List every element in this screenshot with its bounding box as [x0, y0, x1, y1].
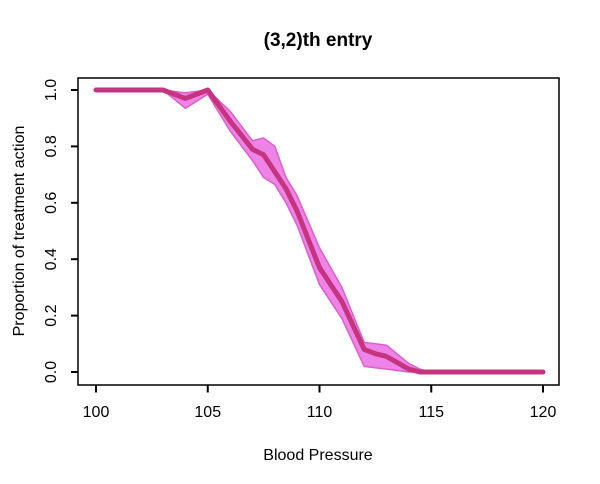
plot-box	[77, 77, 560, 386]
y-tick-label: 0.6	[43, 192, 60, 214]
y-axis: 0.0 0.2 0.4 0.6 0.8 1.0	[43, 79, 78, 383]
y-tick-label: 1.0	[43, 79, 60, 101]
x-axis-label: Blood Pressure	[263, 447, 372, 464]
x-tick-label: 115	[418, 404, 444, 421]
y-tick-label: 0.2	[43, 304, 60, 326]
y-tick-label: 0.4	[43, 248, 60, 270]
x-tick-label: 110	[307, 404, 333, 421]
chart-title: (3,2)th entry	[264, 30, 373, 51]
y-axis-label: Proportion of treatment action	[11, 126, 28, 337]
x-tick-label: 105	[194, 404, 221, 421]
confidence-band	[95, 89, 544, 373]
x-tick-label: 120	[530, 404, 557, 421]
plot-layer	[93, 87, 546, 375]
median-line	[93, 87, 546, 375]
x-tick-label: 100	[83, 404, 110, 421]
y-tick-label: 0.0	[43, 361, 60, 383]
y-tick-label: 0.8	[43, 135, 60, 157]
x-axis: 100 105 110 115 120	[83, 385, 557, 421]
